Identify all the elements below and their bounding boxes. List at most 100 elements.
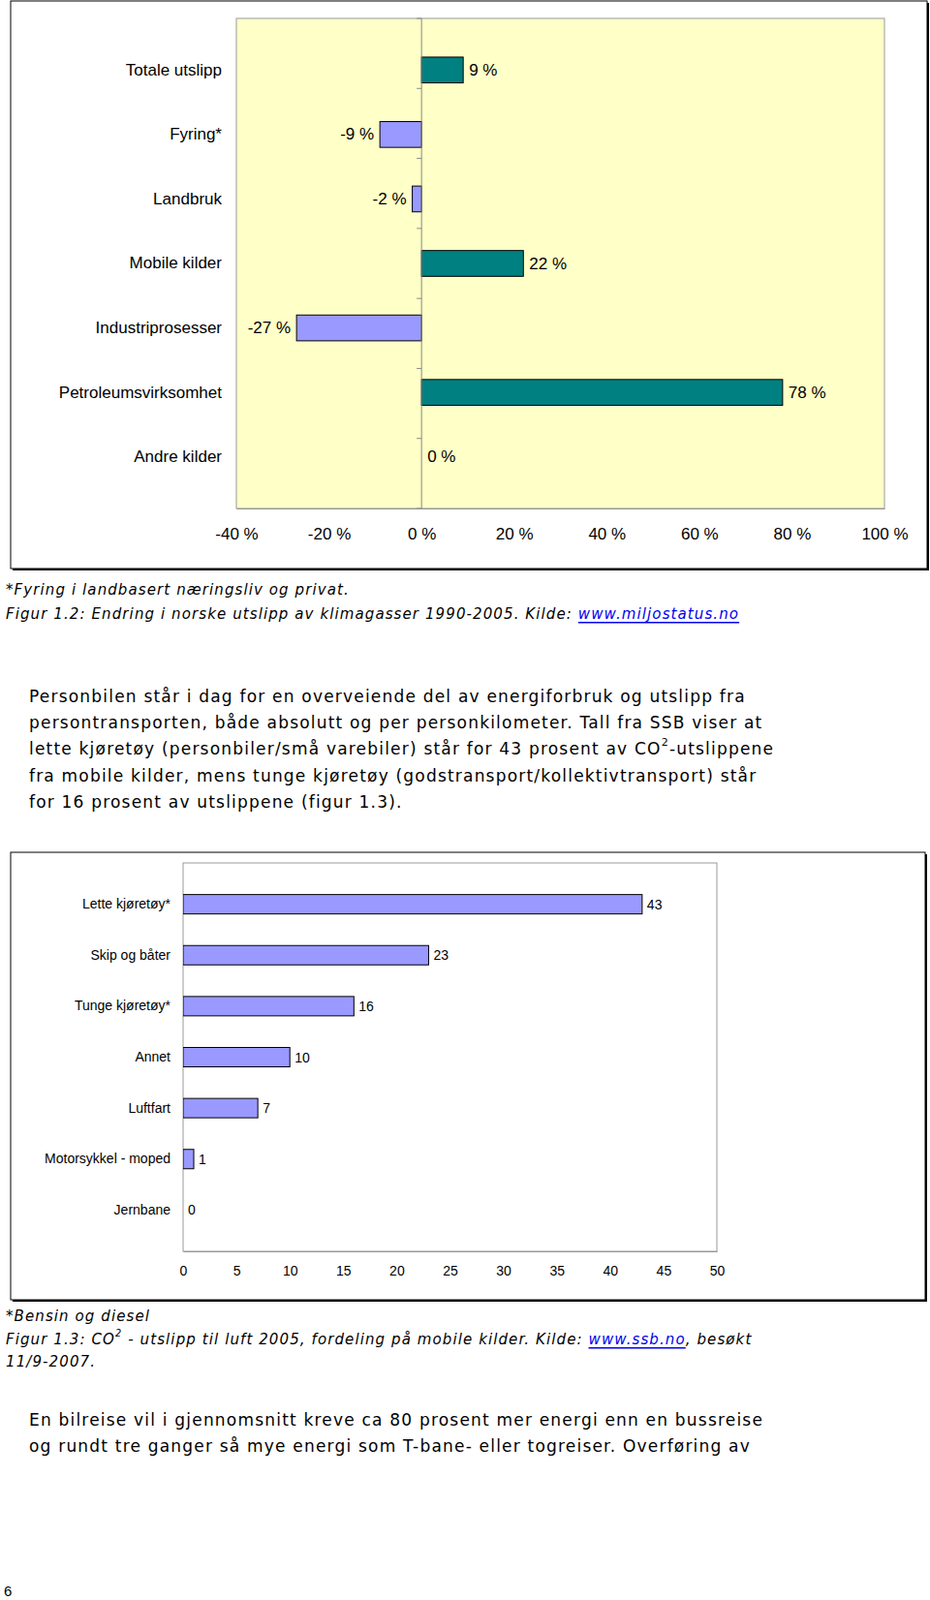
category-label: Mobile kilder	[129, 253, 223, 273]
tick: 40	[603, 1251, 620, 1279]
figure-caption: Figur 1.2: Endring i norske utslipp av k…	[5, 605, 740, 623]
paragraph: fra mobile kilder, mens tunge kjøretøy (…	[29, 766, 757, 786]
data-label: 16	[358, 998, 374, 1015]
tick: 20 %	[496, 508, 534, 544]
paragraph-block: En bilreise vil i gjennomsnitt kreve ca …	[29, 1410, 764, 1457]
plot-area	[236, 18, 885, 509]
tick: Andre kilder	[133, 447, 222, 466]
tick-label: 40 %	[588, 525, 626, 544]
bar	[421, 379, 783, 406]
superscript: 2	[115, 1328, 123, 1339]
tick-label: 80 %	[774, 525, 812, 544]
bar	[183, 1200, 185, 1220]
category-axis-line	[421, 18, 423, 509]
paragraph-run: En bilreise vil i gjennomsnitt kreve ca …	[29, 1410, 764, 1430]
paragraph-block: Personbilen står i dag for en overveiend…	[29, 686, 775, 812]
figure-caption-block: Figur 1.3: CO2 - utslipp til luft 2005, …	[5, 1328, 752, 1372]
category-tick	[416, 368, 422, 370]
figure-caption-run: 11/9-2007.	[5, 1353, 96, 1371]
tick: Landbruk	[153, 189, 222, 209]
tick: 60 %	[681, 508, 719, 544]
page-number: 6	[3, 1582, 12, 1600]
paragraph-run: og rundt tre ganger så mye energi som T-…	[29, 1436, 751, 1457]
bar	[296, 314, 422, 341]
tick: 15	[336, 1251, 352, 1279]
tick: Lette kjøretøy*	[82, 896, 172, 912]
bar	[183, 895, 643, 915]
paragraph: og rundt tre ganger så mye energi som T-…	[29, 1436, 751, 1457]
chart-box	[10, 852, 926, 1301]
tick: 35	[549, 1251, 565, 1279]
footnote: *Bensin og diesel	[5, 1307, 151, 1326]
tick: Totale utslipp	[125, 61, 222, 80]
tick: 10	[282, 1251, 299, 1279]
x-axis: -40 %-20 %0 %20 %40 %60 %80 %100 %	[215, 508, 908, 544]
paragraph: Personbilen står i dag for en overveiend…	[29, 686, 746, 707]
tick-label: 0	[180, 1263, 188, 1279]
data-label: -2 %	[372, 189, 407, 209]
data-labels: 9 %-9 %-2 %22 %-27 %78 %0 %	[248, 61, 827, 466]
tick: Petroleumsvirksomhet	[59, 383, 222, 403]
data-label: 7	[262, 1100, 271, 1116]
footnote-run: *Bensin og diesel	[5, 1307, 151, 1326]
bar	[421, 250, 524, 278]
bar	[183, 1149, 194, 1170]
page-background	[0, 0, 930, 1600]
tick: Jernbane	[114, 1202, 172, 1218]
paragraph-run: persontransporten, både absolutt og per …	[29, 713, 763, 733]
tick: 80 %	[774, 508, 812, 544]
figure-caption-run: Figur 1.2: Endring i norske utslipp av k…	[5, 605, 579, 623]
category-label: Andre kilder	[133, 447, 222, 466]
category-label: Jernbane	[114, 1202, 172, 1218]
paragraph-run: -utslippene	[669, 739, 775, 759]
category-label: Motorsykkel - moped	[44, 1150, 171, 1167]
data-label: 0 %	[427, 447, 456, 466]
tick-label: 10	[282, 1263, 299, 1279]
category-label: Tunge kjøretøy*	[74, 997, 172, 1014]
tick: -40 %	[215, 508, 258, 544]
chart-box	[10, 0, 928, 569]
tick: 0	[180, 1251, 188, 1279]
category-axis	[416, 18, 422, 509]
data-label: 0	[187, 1202, 196, 1218]
figure-caption-block: Figur 1.2: Endring i norske utslipp av k…	[5, 605, 740, 623]
tick: 20	[389, 1251, 405, 1279]
figure-caption: Figur 1.3: CO2 - utslipp til luft 2005, …	[5, 1328, 752, 1350]
tick: 45	[656, 1251, 673, 1279]
paragraph-run: fra mobile kilder, mens tunge kjøretøy (…	[29, 766, 757, 786]
tick-label: 50	[710, 1263, 726, 1279]
y-axis: Totale utslippFyring*LandbrukMobile kild…	[59, 61, 223, 466]
link[interactable]: www.miljostatus.no	[578, 605, 740, 623]
category-label: Annet	[134, 1049, 171, 1065]
tick: 50	[710, 1251, 726, 1279]
figure-caption-run: - utslipp til luft 2005, fordeling på mo…	[122, 1331, 589, 1349]
data-label: 23	[433, 947, 449, 963]
y-axis: Lette kjøretøy* Skip og båter Tunge kjøret…	[44, 896, 171, 1218]
category-label: Skip og båter	[91, 947, 172, 963]
category-label: Totale utslipp	[125, 61, 222, 80]
tick-label: 40	[603, 1263, 620, 1279]
data-label: 22 %	[528, 254, 567, 274]
category-tick	[416, 437, 422, 439]
category-tick	[416, 157, 422, 159]
footnote: *Fyring i landbasert næringsliv og priva…	[5, 581, 350, 599]
paragraph-run: Personbilen står i dag for en overveiend…	[29, 686, 746, 707]
bars	[296, 57, 783, 406]
chart: 05101520253035404550Lette kjøretøy*Skip …	[10, 852, 928, 1302]
bar	[412, 186, 423, 213]
category-label: Petroleumsvirksomhet	[59, 383, 222, 403]
tick: Annet	[134, 1049, 171, 1065]
tick: 0 %	[407, 508, 436, 544]
data-label: -27 %	[248, 318, 291, 338]
tick-label: -20 %	[308, 525, 351, 544]
tick: Tunge kjøretøy*	[74, 997, 172, 1014]
axis-line	[184, 1251, 718, 1253]
tick-label: 0 %	[407, 525, 436, 544]
chart: -40 %-20 %0 %20 %40 %60 %80 %100 %Totale…	[10, 0, 930, 571]
superscript: 2	[661, 736, 670, 749]
tick: Skip og båter	[91, 947, 172, 963]
category-tick	[416, 298, 422, 300]
tick: 30	[496, 1251, 512, 1279]
paragraph-run: lette kjøretøy (personbiler/små varebile…	[29, 739, 662, 759]
link[interactable]: www.ssb.no	[589, 1331, 686, 1349]
